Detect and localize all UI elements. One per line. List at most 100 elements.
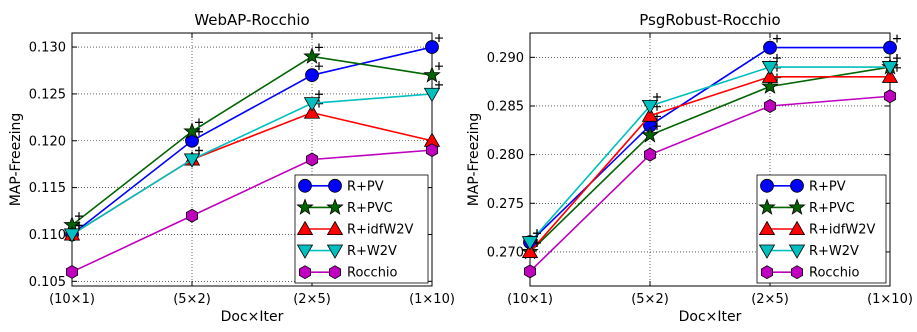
- series-line: [71, 55, 433, 226]
- y-tick-label: 0.270: [487, 245, 524, 260]
- legend-marker: [790, 265, 804, 280]
- legend-marker: [788, 198, 806, 215]
- data-point: [761, 77, 779, 94]
- data-point: [305, 152, 319, 167]
- legend-marker: [788, 244, 806, 259]
- significance-plus: [893, 54, 901, 63]
- significance-plus: [893, 34, 901, 43]
- significance-plus: [75, 221, 83, 230]
- legend-marker: [298, 265, 312, 280]
- legend-label: R+PV: [347, 179, 384, 194]
- x-tick-label: (2×5): [293, 292, 331, 307]
- data-point: [761, 68, 779, 83]
- data-point: [305, 68, 319, 83]
- data-point: [641, 107, 659, 122]
- chart-title: WebAP-Rocchio: [194, 11, 309, 29]
- series-line: [529, 95, 891, 272]
- significance-plus: [75, 212, 83, 221]
- x-tick-label: (1×10): [409, 292, 455, 307]
- series-rocchio: [523, 89, 897, 279]
- data-point: [883, 89, 897, 104]
- series-r-w2v: [521, 54, 901, 251]
- legend-marker: [758, 220, 776, 236]
- x-tick-label: (5×2): [631, 292, 669, 307]
- legend-marker: [326, 220, 344, 236]
- data-point: [883, 40, 897, 55]
- x-axis-label: Doc×Iter: [221, 309, 284, 325]
- data-point: [303, 97, 321, 112]
- legend-label: Rocchio: [347, 266, 398, 281]
- series-line: [529, 66, 890, 243]
- data-point: [523, 264, 537, 279]
- legend-label: R+PVC: [347, 201, 393, 216]
- significance-plus: [195, 146, 203, 155]
- legend-marker: [326, 198, 344, 215]
- data-point: [761, 61, 779, 76]
- legend-label: R+W2V: [347, 244, 397, 259]
- series-line: [71, 93, 433, 236]
- significance-plus: [435, 34, 443, 43]
- data-point: [763, 99, 777, 113]
- legend-marker: [328, 178, 342, 193]
- data-point: [643, 147, 657, 162]
- significance-plus: [893, 63, 901, 72]
- data-point: [423, 87, 441, 103]
- y-tick-label: 0.290: [487, 51, 524, 66]
- y-axis-label: MAP-Freezing: [466, 113, 482, 207]
- legend-marker: [296, 244, 314, 259]
- data-point: [521, 243, 539, 258]
- y-tick-label: 0.275: [487, 197, 524, 212]
- axes-frame: [71, 32, 433, 287]
- y-tick-label: 0.120: [29, 134, 66, 149]
- data-point: [303, 47, 321, 64]
- legend-marker: [760, 178, 774, 193]
- legend-marker: [760, 265, 774, 280]
- significance-plus: [773, 54, 781, 63]
- legend-label: R+PV: [809, 179, 846, 194]
- significance-plus: [773, 34, 781, 43]
- legend-label: Rocchio: [809, 266, 860, 281]
- data-point: [641, 126, 659, 143]
- y-tick-label: 0.130: [29, 41, 66, 56]
- series-rocchio: [65, 143, 439, 279]
- x-tick-label: (5×2): [173, 292, 211, 307]
- legend-marker: [328, 265, 342, 280]
- data-point: [881, 68, 899, 83]
- legend-marker: [758, 244, 776, 259]
- data-point: [303, 104, 321, 119]
- x-tick-label: (10×1): [49, 292, 95, 307]
- data-point: [763, 40, 777, 55]
- significance-plus: [315, 43, 323, 52]
- chart-title: PsgRobust-Rocchio: [639, 11, 780, 29]
- legend-marker: [326, 244, 344, 259]
- data-point: [425, 143, 439, 158]
- legend-marker: [758, 198, 776, 215]
- series-r-w2v: [63, 80, 443, 243]
- y-tick-label: 0.115: [29, 181, 66, 196]
- axes-frame: [529, 32, 891, 287]
- y-tick-label: 0.280: [487, 148, 524, 163]
- significance-plus: [435, 62, 443, 71]
- legend-label: R+idfW2V: [809, 223, 875, 238]
- data-point: [425, 40, 439, 54]
- significance-plus: [653, 122, 661, 131]
- significance-plus: [533, 229, 541, 238]
- series-line: [71, 149, 433, 273]
- significance-plus: [315, 90, 323, 99]
- significance-plus: [315, 62, 323, 71]
- y-tick-label: 0.125: [29, 87, 66, 102]
- data-point: [63, 228, 81, 243]
- legend-marker: [296, 220, 314, 236]
- y-tick-label: 0.285: [487, 99, 524, 114]
- chart-panel-2: 0.270 0.275 0.280 0.285 0.290 (10×1) (5×2) (2×5…: [466, 11, 913, 325]
- legend: R+PV R+PVC R+idfW2V R+W2V Rocchio: [756, 174, 887, 284]
- x-axis-label: Doc×Iter: [679, 309, 742, 325]
- y-axis-label: MAP-Freezing: [8, 113, 24, 207]
- data-point: [185, 208, 199, 223]
- data-point: [641, 99, 659, 115]
- data-point: [521, 236, 539, 251]
- data-point: [183, 122, 201, 139]
- legend: R+PV R+PVC R+idfW2V R+W2V Rocchio: [294, 174, 429, 284]
- legend-marker: [298, 178, 312, 193]
